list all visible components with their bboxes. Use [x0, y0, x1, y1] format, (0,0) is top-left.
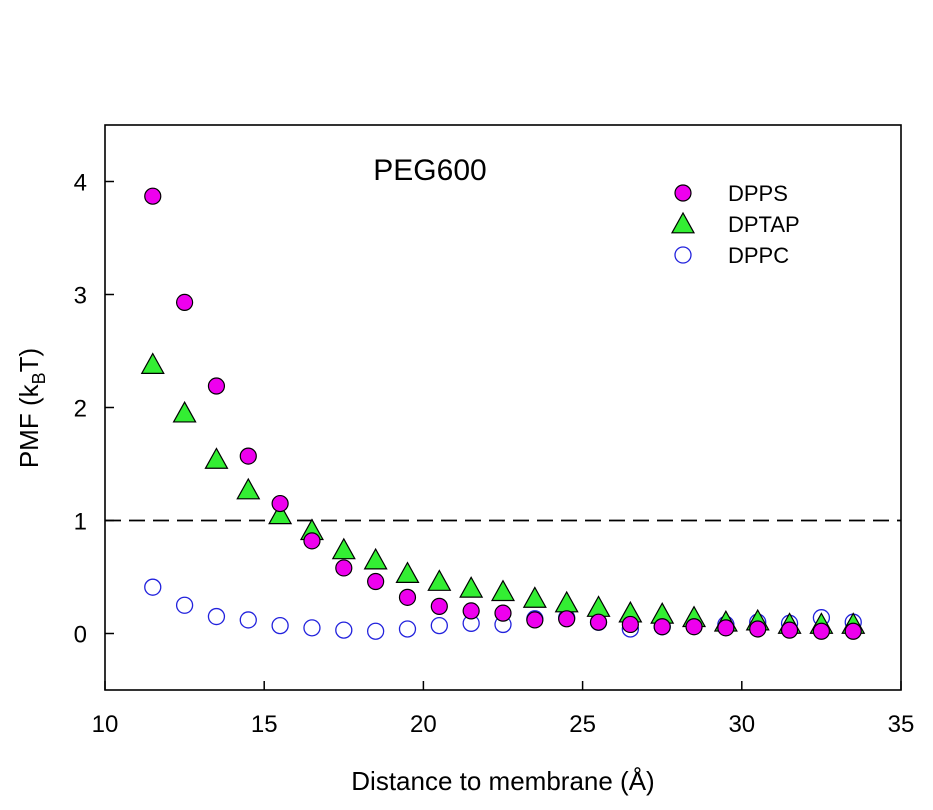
point-dppc-2 — [207, 607, 226, 626]
point-dpps-20 — [780, 621, 799, 639]
point-dppc-7 — [366, 622, 385, 640]
y-axis-label-main: PMF (k — [14, 383, 44, 468]
point-dppc-6 — [335, 621, 353, 639]
point-dpps-15 — [621, 615, 639, 634]
x-tick-label-15: 15 — [251, 711, 278, 738]
point-dptap-3 — [236, 477, 261, 500]
point-dptap-9 — [427, 569, 452, 591]
point-dptap-6 — [331, 537, 356, 560]
point-dpps-16 — [653, 618, 671, 636]
point-dptap-1 — [172, 400, 197, 423]
point-dppc-9 — [430, 616, 448, 635]
legend-marker-dppc — [674, 246, 692, 264]
x-axis-label: Distance to membrane (Å) — [351, 766, 654, 796]
y-tick-label-4: 4 — [74, 170, 87, 197]
point-dpps-3 — [239, 447, 257, 465]
legend: DPPS DPTAP DPPC — [670, 181, 800, 268]
x-tick-label-30: 30 — [728, 711, 755, 738]
point-dpps-22 — [844, 622, 862, 640]
point-dppc-4 — [271, 616, 289, 635]
y-tick-label-3: 3 — [74, 283, 87, 310]
point-dptap-2 — [204, 447, 229, 469]
point-dpps-7 — [367, 572, 385, 591]
point-dpps-18 — [717, 619, 735, 637]
legend-label-dptap: DPTAP — [728, 212, 800, 237]
point-dpps-19 — [749, 620, 767, 638]
point-dpps-11 — [494, 604, 512, 622]
point-dpps-17 — [685, 618, 703, 636]
point-dpps-6 — [335, 559, 353, 577]
x-tick-label-10: 10 — [92, 711, 119, 738]
legend-label-dpps: DPPS — [728, 181, 788, 206]
point-dpps-9 — [430, 597, 448, 615]
axis-layer: 10 15 20 25 30 35 0 1 2 3 4 — [74, 170, 915, 739]
point-dptap-12 — [522, 586, 547, 608]
point-dpps-8 — [398, 588, 417, 606]
point-dptap-4 — [268, 502, 293, 525]
legend-marker-dptap — [670, 211, 696, 234]
x-tick-label-20: 20 — [410, 711, 437, 738]
x-tick-label-25: 25 — [569, 711, 596, 738]
point-dpps-10 — [462, 602, 480, 620]
point-dppc-0 — [144, 578, 162, 596]
point-dpps-13 — [558, 610, 576, 628]
point-dptap-7 — [363, 547, 388, 570]
point-dppc-5 — [303, 619, 321, 637]
point-dppc-3 — [239, 611, 257, 629]
point-dpps-4 — [271, 494, 289, 513]
data-layer — [140, 187, 866, 640]
legend-label-dppc: DPPC — [728, 243, 789, 268]
point-dptap-14 — [586, 595, 611, 617]
point-dptap-8 — [395, 561, 420, 584]
point-dpps-5 — [303, 532, 321, 550]
y-tick-label-1: 1 — [74, 509, 87, 536]
y-axis-label-subscript: B — [29, 372, 49, 384]
point-dptap-0 — [140, 352, 165, 374]
y-tick-label-0: 0 — [74, 622, 87, 649]
point-dpps-14 — [589, 613, 608, 631]
point-dptap-11 — [490, 579, 516, 602]
point-dppc-8 — [398, 620, 417, 638]
chart-title: PEG600 — [373, 154, 486, 187]
point-dpps-2 — [207, 377, 226, 395]
point-dpps-12 — [526, 611, 544, 629]
point-dptap-13 — [554, 590, 579, 613]
x-tick-label-35: 35 — [888, 711, 915, 738]
point-dpps-0 — [144, 187, 162, 205]
y-tick-label-2: 2 — [74, 396, 87, 423]
y-axis-label: PMF (kBT) — [14, 348, 49, 468]
point-dptap-10 — [459, 576, 484, 598]
point-dppc-1 — [175, 596, 194, 614]
y-axis-label-tail: T) — [14, 348, 44, 373]
point-dpps-1 — [176, 293, 194, 312]
legend-marker-dpps — [674, 184, 692, 202]
point-dpps-21 — [812, 622, 831, 640]
